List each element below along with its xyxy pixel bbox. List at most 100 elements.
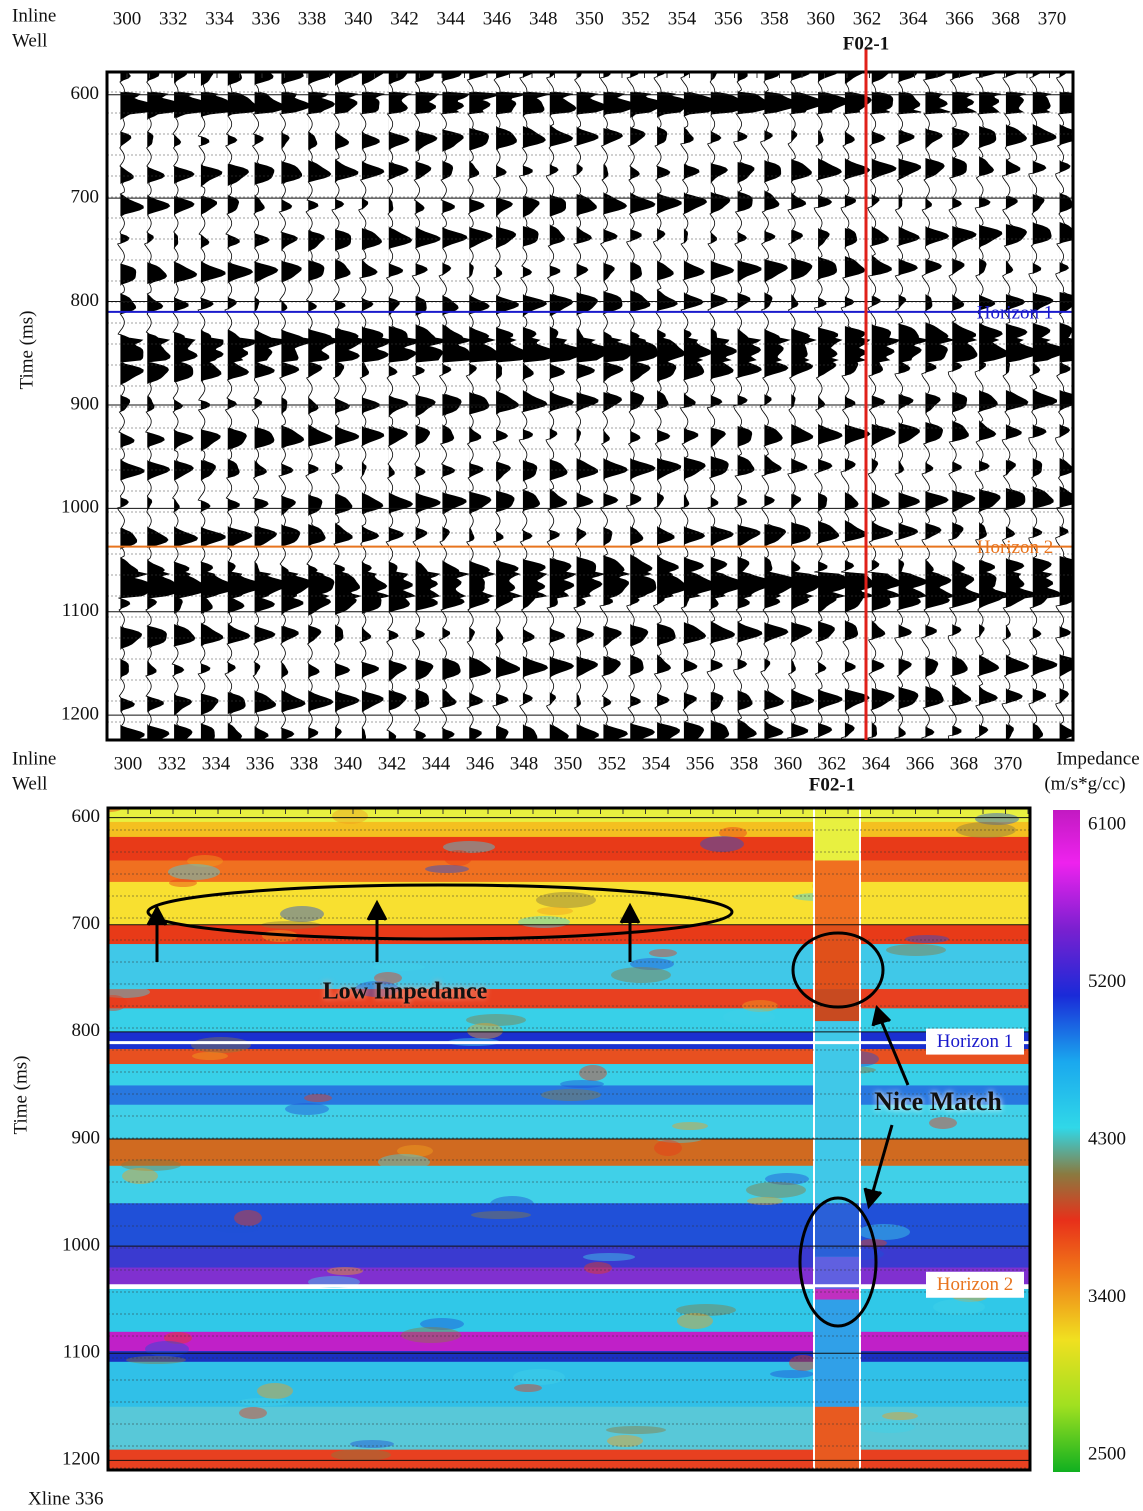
wiggle-line (278, 72, 317, 740)
inline-tick-label: 368 (950, 753, 979, 774)
wiggle-line (1055, 72, 1073, 740)
wiggle-fill (469, 72, 502, 740)
inline-tick-label: 338 (298, 8, 327, 29)
wiggle-fill (174, 72, 210, 740)
inline-tick-label: 332 (159, 8, 188, 29)
impedance-blob (858, 1224, 910, 1240)
plot-area (107, 72, 1073, 740)
y-tick-label: 900 (71, 393, 100, 414)
horizon-label: Horizon 1 (937, 1031, 1014, 1052)
wiggle-fill (1032, 72, 1068, 740)
inline-tick-label: 368 (992, 8, 1021, 29)
impedance-blob (331, 1449, 391, 1461)
impedance-blob (239, 1407, 267, 1419)
inline-tick-label: 350 (554, 753, 583, 774)
impedance-blob (583, 1253, 635, 1261)
impedance-band (108, 1139, 1030, 1167)
inline-tick-label: 334 (202, 753, 231, 774)
impedance-blob (536, 892, 596, 908)
impedance-blob (443, 841, 495, 853)
impedance-blob (187, 855, 223, 867)
inline-tick-label: 336 (252, 8, 281, 29)
impedance-blob (929, 1117, 957, 1129)
wiggle-fill (630, 72, 664, 740)
horizon-label: Horizon 1 (977, 302, 1054, 323)
colorbar-title: Impedance (1056, 748, 1139, 769)
inline-tick-label: 366 (906, 753, 935, 774)
wiggle-fill (898, 72, 929, 740)
inline-tick-label: 364 (862, 753, 891, 774)
impedance-band (108, 924, 1030, 945)
impedance-blob (579, 1065, 607, 1081)
impedance-band (108, 989, 1030, 1009)
impedance-band (108, 1246, 1030, 1269)
y-tick-label: 1000 (62, 1234, 100, 1255)
inline-tick-label: 362 (853, 8, 882, 29)
wiggle-line (679, 72, 719, 740)
well-log-band (814, 1406, 860, 1470)
colorbar-title: (m/s*g/cc) (1044, 773, 1125, 794)
plot-frame (105, 70, 1075, 742)
impedance-blob (537, 907, 573, 915)
impedance-band (108, 1049, 1030, 1065)
wiggle-line (813, 72, 849, 740)
impedance-blob (649, 949, 677, 957)
inline-tick-label: 350 (575, 8, 604, 29)
wiggle-line (171, 72, 210, 740)
wiggle-fill (335, 72, 366, 740)
wiggle-line (518, 72, 561, 740)
impedance-blob (606, 1426, 666, 1434)
wiggle-line (197, 72, 238, 740)
impedance-blob (444, 850, 472, 866)
inline-tick-label: 366 (945, 8, 974, 29)
wiggle-line (625, 72, 665, 740)
impedance-blob (420, 1318, 464, 1330)
inline-tick-label: 344 (437, 8, 466, 29)
impedance-blob (584, 1262, 612, 1274)
wiggle-line (1001, 72, 1040, 740)
y-tick-label: 600 (71, 83, 100, 104)
inline-tick-label: 346 (466, 753, 495, 774)
impedance-blob (169, 879, 197, 887)
impedance-blob (672, 1122, 708, 1130)
wiggle-line (545, 72, 587, 740)
annotation: Nice Match (874, 1087, 1002, 1116)
impedance-blob (126, 1356, 186, 1364)
horizon-label: Horizon 2 (977, 537, 1054, 558)
colorbar-tick-label: 4300 (1088, 1128, 1126, 1149)
wiggle-line (652, 72, 691, 740)
wiggle-fill (361, 72, 392, 740)
inline-tick-label: 332 (158, 753, 187, 774)
impedance-blob (191, 1037, 251, 1053)
impedance-blob (327, 1267, 363, 1275)
wiggle-line (411, 72, 449, 740)
y-axis-label: Time (ms) (10, 1055, 31, 1134)
impedance-band (108, 860, 1030, 883)
impedance-blob (514, 1384, 542, 1392)
impedance-blob (304, 1094, 332, 1102)
impedance-blob (378, 1154, 430, 1170)
impedance-band (108, 1085, 1030, 1106)
inline-tick-label: 354 (642, 753, 671, 774)
colorbar-tick-label: 6100 (1088, 813, 1126, 834)
colorbar-tick-label: 2500 (1088, 1443, 1126, 1464)
y-tick-label: 700 (71, 187, 100, 208)
wiggle-fill (1005, 72, 1040, 740)
wiggle-fill (1059, 72, 1073, 740)
inline-tick-label: 336 (246, 753, 275, 774)
inline-tick-label: 358 (730, 753, 759, 774)
impedance-blob (285, 1103, 329, 1115)
inline-tick-label: 334 (205, 8, 234, 29)
impedance-band (108, 1165, 1030, 1204)
inline-tick-label: 362 (818, 753, 847, 774)
impedance-band (108, 1104, 1030, 1140)
impedance-blob (789, 1355, 817, 1371)
y-tick-label: 600 (72, 806, 101, 827)
wiggle-line (251, 72, 290, 740)
impedance-blob (467, 1023, 503, 1039)
wiggle-line (224, 72, 265, 740)
impedance-blob (654, 1140, 682, 1156)
inline-tick-label: 340 (334, 753, 363, 774)
impedance-blob (121, 1159, 181, 1171)
well-name: F02-1 (809, 774, 855, 795)
